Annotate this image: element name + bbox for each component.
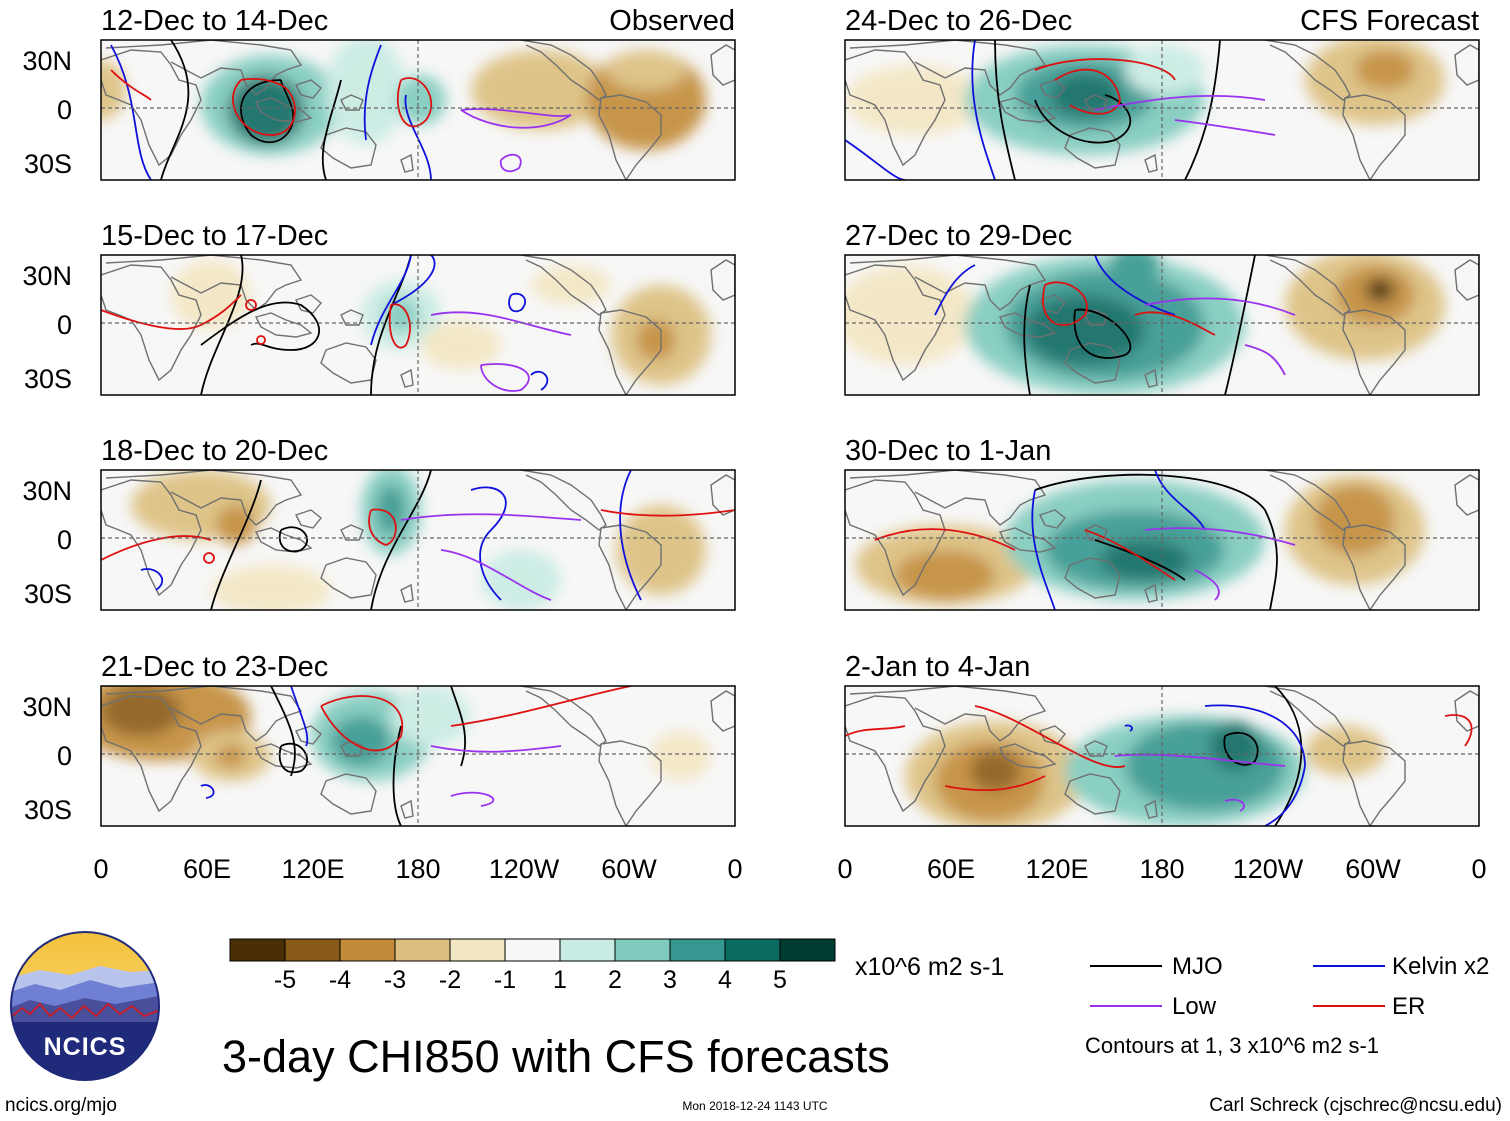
map-panel bbox=[844, 685, 1480, 827]
lon-label: 120W bbox=[489, 854, 560, 884]
colorbar-swatch bbox=[779, 938, 836, 962]
colorbar-swatch bbox=[284, 938, 341, 962]
panel-label: CFS Forecast bbox=[1300, 5, 1479, 37]
lon-label: 120W bbox=[1233, 854, 1304, 884]
colorbar-tick-label: -5 bbox=[274, 966, 296, 994]
site-url: ncics.org/mjo bbox=[5, 1095, 117, 1116]
colorbar-tick-label: 3 bbox=[663, 966, 677, 994]
map-panel bbox=[844, 469, 1480, 611]
colorbar-tick-label: -2 bbox=[439, 966, 461, 994]
colorbar-swatch bbox=[229, 938, 286, 962]
lon-label: 60W bbox=[601, 854, 657, 884]
panel-period: 12-Dec to 14-Dec bbox=[101, 5, 328, 37]
logo-text: NCICS bbox=[44, 1033, 127, 1061]
panel-period: 18-Dec to 20-Dec bbox=[101, 435, 328, 467]
lat-label: 30S bbox=[24, 795, 72, 825]
legend-note: Contours at 1, 3 x10^6 m2 s-1 bbox=[1085, 1033, 1379, 1058]
panel-period: 24-Dec to 26-Dec bbox=[845, 5, 1072, 37]
map-panel bbox=[100, 685, 736, 827]
lat-label: 0 bbox=[57, 310, 72, 340]
colorbar-swatch bbox=[504, 938, 561, 962]
lat-label: 30N bbox=[22, 261, 72, 291]
panel-titles: 12-Dec to 14-Dec Observed 15-Dec to 17-D… bbox=[101, 5, 1479, 683]
page-title: 3-day CHI850 with CFS forecasts bbox=[222, 1031, 890, 1082]
timestamp: Mon 2018-12-24 1143 UTC bbox=[682, 1099, 828, 1113]
map-grid: 12-Dec to 14-Dec Observed 15-Dec to 17-D… bbox=[22, 5, 1486, 884]
colorbar: -5 -4 -3 -2 -1 1 2 3 4 5 bbox=[229, 938, 836, 994]
lon-label: 60W bbox=[1345, 854, 1401, 884]
lon-label: 0 bbox=[727, 854, 742, 884]
lon-label: 120E bbox=[281, 854, 344, 884]
lat-label: 30N bbox=[22, 692, 72, 722]
map-panel bbox=[844, 254, 1480, 396]
lat-labels: 30N 0 30S 30N 0 30S 30N 0 30S 30N 0 30S bbox=[22, 46, 72, 825]
lat-label: 30N bbox=[22, 46, 72, 76]
lat-label: 30S bbox=[24, 579, 72, 609]
lat-label: 30N bbox=[22, 476, 72, 506]
colorbar-tick-label: -1 bbox=[494, 966, 516, 994]
colorbar-tick-label: -4 bbox=[329, 966, 351, 994]
colorbar-swatch bbox=[449, 938, 506, 962]
colorbar-swatch bbox=[724, 938, 781, 962]
lon-label: 0 bbox=[93, 854, 108, 884]
legend-label: Kelvin x2 bbox=[1392, 953, 1489, 980]
panel-period: 21-Dec to 23-Dec bbox=[101, 651, 328, 683]
lat-label: 0 bbox=[57, 525, 72, 555]
panel-period: 27-Dec to 29-Dec bbox=[845, 220, 1072, 252]
lon-label: 120E bbox=[1025, 854, 1088, 884]
map-panel bbox=[844, 39, 1480, 181]
footer: NCICS -5 -4 -3 -2 -1 1 2 3 4 5 x10^6 m2 s-1 MJO K… bbox=[5, 931, 1502, 1116]
map-panel bbox=[100, 469, 736, 611]
panel-label: Observed bbox=[609, 5, 735, 37]
lon-labels: 0 60E 120E 180 120W 60W 0 0 60E 120E 180… bbox=[93, 854, 1486, 884]
lon-label: 60E bbox=[927, 854, 975, 884]
colorbar-tick-label: 4 bbox=[718, 966, 732, 994]
panel-period: 2-Jan to 4-Jan bbox=[845, 651, 1030, 683]
panel-period: 15-Dec to 17-Dec bbox=[101, 220, 328, 252]
legend-label: MJO bbox=[1172, 953, 1223, 980]
colorbar-tick-label: 5 bbox=[773, 966, 787, 994]
colorbar-swatch bbox=[394, 938, 451, 962]
lat-label: 0 bbox=[57, 741, 72, 771]
lat-label: 30S bbox=[24, 149, 72, 179]
lon-label: 60E bbox=[183, 854, 231, 884]
legend-label: Low bbox=[1172, 993, 1217, 1020]
lon-label: 0 bbox=[837, 854, 852, 884]
legend-label: ER bbox=[1392, 993, 1425, 1020]
colorbar-swatch bbox=[614, 938, 671, 962]
colorbar-swatch bbox=[559, 938, 616, 962]
lon-label: 180 bbox=[395, 854, 440, 884]
colorbar-tick-label: 1 bbox=[553, 966, 567, 994]
colorbar-swatch bbox=[339, 938, 396, 962]
colorbar-tick-label: -3 bbox=[384, 966, 406, 994]
lat-label: 30S bbox=[24, 364, 72, 394]
colorbar-units: x10^6 m2 s-1 bbox=[855, 953, 1004, 981]
colorbar-tick-label: 2 bbox=[608, 966, 622, 994]
panel-period: 30-Dec to 1-Jan bbox=[845, 435, 1051, 467]
credit: Carl Schreck (cjschrec@ncsu.edu) bbox=[1209, 1095, 1502, 1116]
contour-legend: MJO Kelvin x2 Low ER Contours at 1, 3 x1… bbox=[1085, 953, 1489, 1058]
lon-label: 180 bbox=[1139, 854, 1184, 884]
map-panel bbox=[100, 254, 736, 396]
colorbar-swatch bbox=[669, 938, 726, 962]
map-panel bbox=[100, 39, 736, 181]
lon-label: 0 bbox=[1471, 854, 1486, 884]
ncics-logo: NCICS bbox=[10, 931, 160, 1081]
lat-label: 0 bbox=[57, 95, 72, 125]
